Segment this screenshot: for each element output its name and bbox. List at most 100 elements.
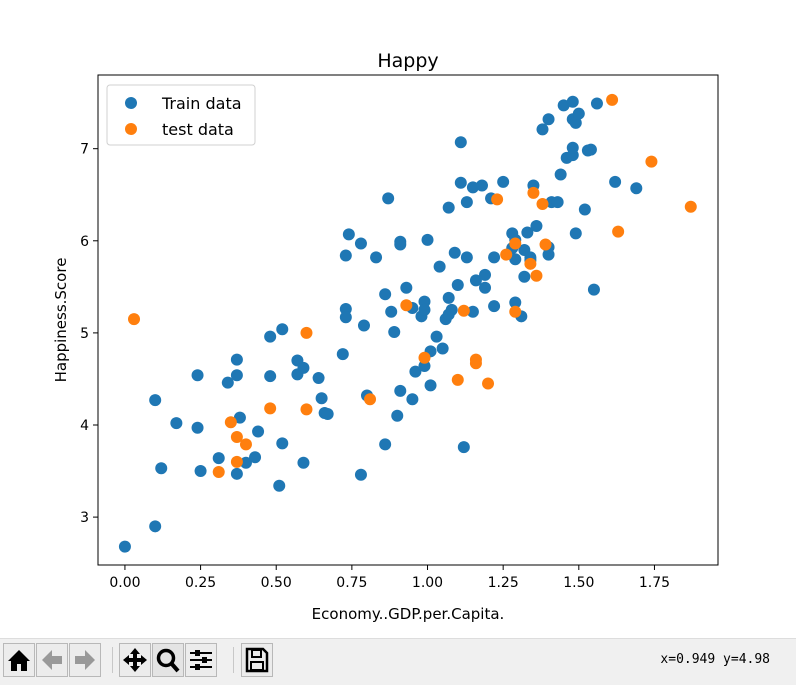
train-data-point [536,123,549,136]
train-data-point [451,279,464,291]
test-data-point [500,248,513,261]
train-data-point [297,456,310,469]
pan-icon [123,648,147,672]
back-icon [42,650,62,670]
test-data-point [457,304,470,317]
train-data-point [191,421,204,434]
test-data-point [239,438,252,451]
train-data-point [466,305,479,318]
train-data-point [336,348,349,361]
train-data-point [442,201,455,214]
x-tick-label: 1.75 [639,575,670,591]
train-data-point [497,175,510,188]
figure: Happy 0.00 0.25 0.50 0.75 1.00 1.25 1.50 1.75 3 4… [52,50,719,623]
train-data-point [149,394,162,407]
home-button[interactable] [3,643,35,677]
train-data-point [339,311,352,324]
train-data-point [339,302,352,315]
train-data-point [406,393,419,406]
x-tick-label: 1.00 [412,575,443,591]
train-data-point [609,175,622,188]
test-data-point [539,238,552,251]
toolbar-separator [233,647,234,673]
train-data-point [149,520,162,533]
pan-button[interactable] [119,643,151,677]
test-data-point [606,93,619,106]
train-data-point [273,479,286,492]
train-data-point [424,379,437,392]
train-data-point [590,97,603,110]
test-data-point [469,353,482,366]
train-data-point [475,179,488,192]
train-data-point [572,107,585,120]
test-data-point [230,455,243,468]
test-data-point [491,193,504,206]
train-data-point [212,452,225,465]
forward-button[interactable] [69,643,101,677]
legend-marker-test [125,123,137,135]
test-data-point [264,402,277,415]
train-data-point [400,281,413,294]
train-data-point [118,540,131,553]
legend-label-test: test data [162,120,234,139]
train-data-point [382,192,395,205]
forward-icon [75,650,95,670]
test-data-point [684,200,697,213]
train-data-point [276,323,289,336]
train-data-point [155,462,168,475]
train-data-point [379,288,392,301]
train-data-point [252,425,265,438]
train-data-point [457,441,470,454]
configure-subplots-icon [190,650,212,670]
train-data-point [445,303,458,316]
train-data-point [418,295,431,308]
train-data-point [409,365,422,378]
train-data-point [479,281,492,294]
train-data-point [233,411,246,424]
x-tick-label: 1.50 [563,575,594,591]
train-data-point [264,370,277,383]
train-data-point [569,227,582,240]
train-data-point [569,116,582,129]
train-data-point [454,136,467,149]
test-data-point [645,155,658,168]
test-data-point [451,373,464,386]
x-axis-label: Economy..GDP.per.Capita. [312,605,505,623]
train-data-point [542,113,555,126]
train-data-point [394,384,407,397]
test-data-point [536,197,549,210]
train-data-point [460,251,473,264]
train-data-point [479,268,492,281]
train-data-point [448,246,461,259]
train-data-point [315,392,328,405]
cursor-coordinates: x=0.949 y=4.98 [660,652,770,667]
train-data-point [191,369,204,382]
zoom-button[interactable] [152,643,184,677]
train-data-point [430,330,443,343]
train-data-point [394,238,407,251]
train-data-point [230,369,243,382]
x-tick-label: 0.00 [109,575,140,591]
configure-subplots-button[interactable] [185,643,217,677]
train-data-point [354,237,367,250]
y-axis-label: Happiness.Score [52,258,70,383]
train-data-point [530,220,543,233]
test-data-point [300,326,313,339]
zoom-icon [156,648,180,673]
home-icon [8,650,30,671]
train-data-point [557,99,570,112]
train-data-point [391,409,404,422]
train-data-point [578,203,591,216]
train-data-point [460,196,473,209]
train-data-point [518,270,531,283]
save-button[interactable] [241,643,273,677]
train-data-point [170,417,183,430]
back-button[interactable] [36,643,68,677]
train-data-point [354,468,367,481]
train-data-point [418,360,431,373]
train-data-point [230,353,243,366]
navigation-toolbar: x=0.949 y=4.98 [0,638,796,685]
test-data-point [509,237,522,250]
y-tick-label: 6 [80,234,89,250]
train-data-point [264,330,277,343]
